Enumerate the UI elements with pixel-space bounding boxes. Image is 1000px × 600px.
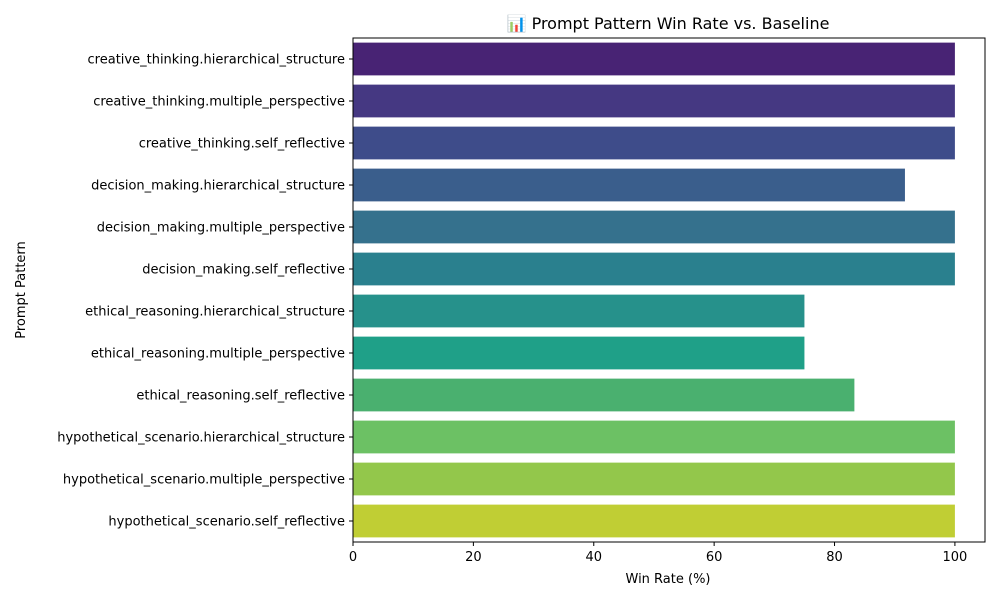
y-tick-label: creative_thinking.multiple_perspective	[93, 95, 345, 110]
bar-creative_thinking.self_reflective	[353, 126, 955, 160]
chart-title: 📊 Prompt Pattern Win Rate vs. Baseline	[507, 14, 830, 33]
bar-hypothetical_scenario.hierarchical_structure	[353, 420, 955, 454]
bar-hypothetical_scenario.self_reflective	[353, 504, 955, 538]
y-tick-label: decision_making.hierarchical_structure	[91, 179, 345, 194]
bar-decision_making.self_reflective	[353, 252, 955, 286]
x-axis-label: Win Rate (%)	[626, 572, 711, 587]
y-tick-label: creative_thinking.self_reflective	[139, 137, 345, 152]
x-axis-ticks: 0 20 40 60 80 100	[349, 542, 967, 565]
x-tick-label: 100	[942, 550, 967, 565]
bar-decision_making.hierarchical_structure	[353, 168, 905, 202]
y-tick-label: ethical_reasoning.multiple_perspective	[91, 347, 345, 362]
bar-ethical_reasoning.multiple_perspective	[353, 336, 805, 370]
bar-creative_thinking.multiple_perspective	[353, 84, 955, 118]
x-tick-label: 0	[349, 550, 357, 565]
x-tick-label: 40	[585, 550, 602, 565]
x-tick-label: 80	[826, 550, 843, 565]
x-tick-label: 60	[706, 550, 723, 565]
y-axis-label: Prompt Pattern	[14, 241, 29, 339]
bar-decision_making.multiple_perspective	[353, 210, 955, 244]
plot-frame	[352, 37, 986, 543]
bar-ethical_reasoning.hierarchical_structure	[353, 294, 805, 328]
y-tick-label: decision_making.multiple_perspective	[97, 221, 345, 236]
bar-hypothetical_scenario.multiple_perspective	[353, 462, 955, 496]
y-tick-label: ethical_reasoning.hierarchical_structure	[85, 305, 345, 320]
y-tick-label: hypothetical_scenario.hierarchical_struc…	[57, 431, 345, 446]
y-tick-label: hypothetical_scenario.self_reflective	[108, 515, 345, 530]
y-tick-label: creative_thinking.hierarchical_structure	[88, 53, 345, 68]
y-tick-label: decision_making.self_reflective	[142, 263, 345, 278]
y-axis-ticks: creative_thinking.hierarchical_structure…	[57, 53, 353, 530]
bar-creative_thinking.hierarchical_structure	[353, 42, 955, 76]
x-tick-label: 20	[465, 550, 482, 565]
bar-ethical_reasoning.self_reflective	[353, 378, 855, 412]
bars-layer	[353, 42, 955, 538]
y-tick-label: ethical_reasoning.self_reflective	[136, 389, 345, 404]
y-tick-label: hypothetical_scenario.multiple_perspecti…	[63, 473, 345, 488]
